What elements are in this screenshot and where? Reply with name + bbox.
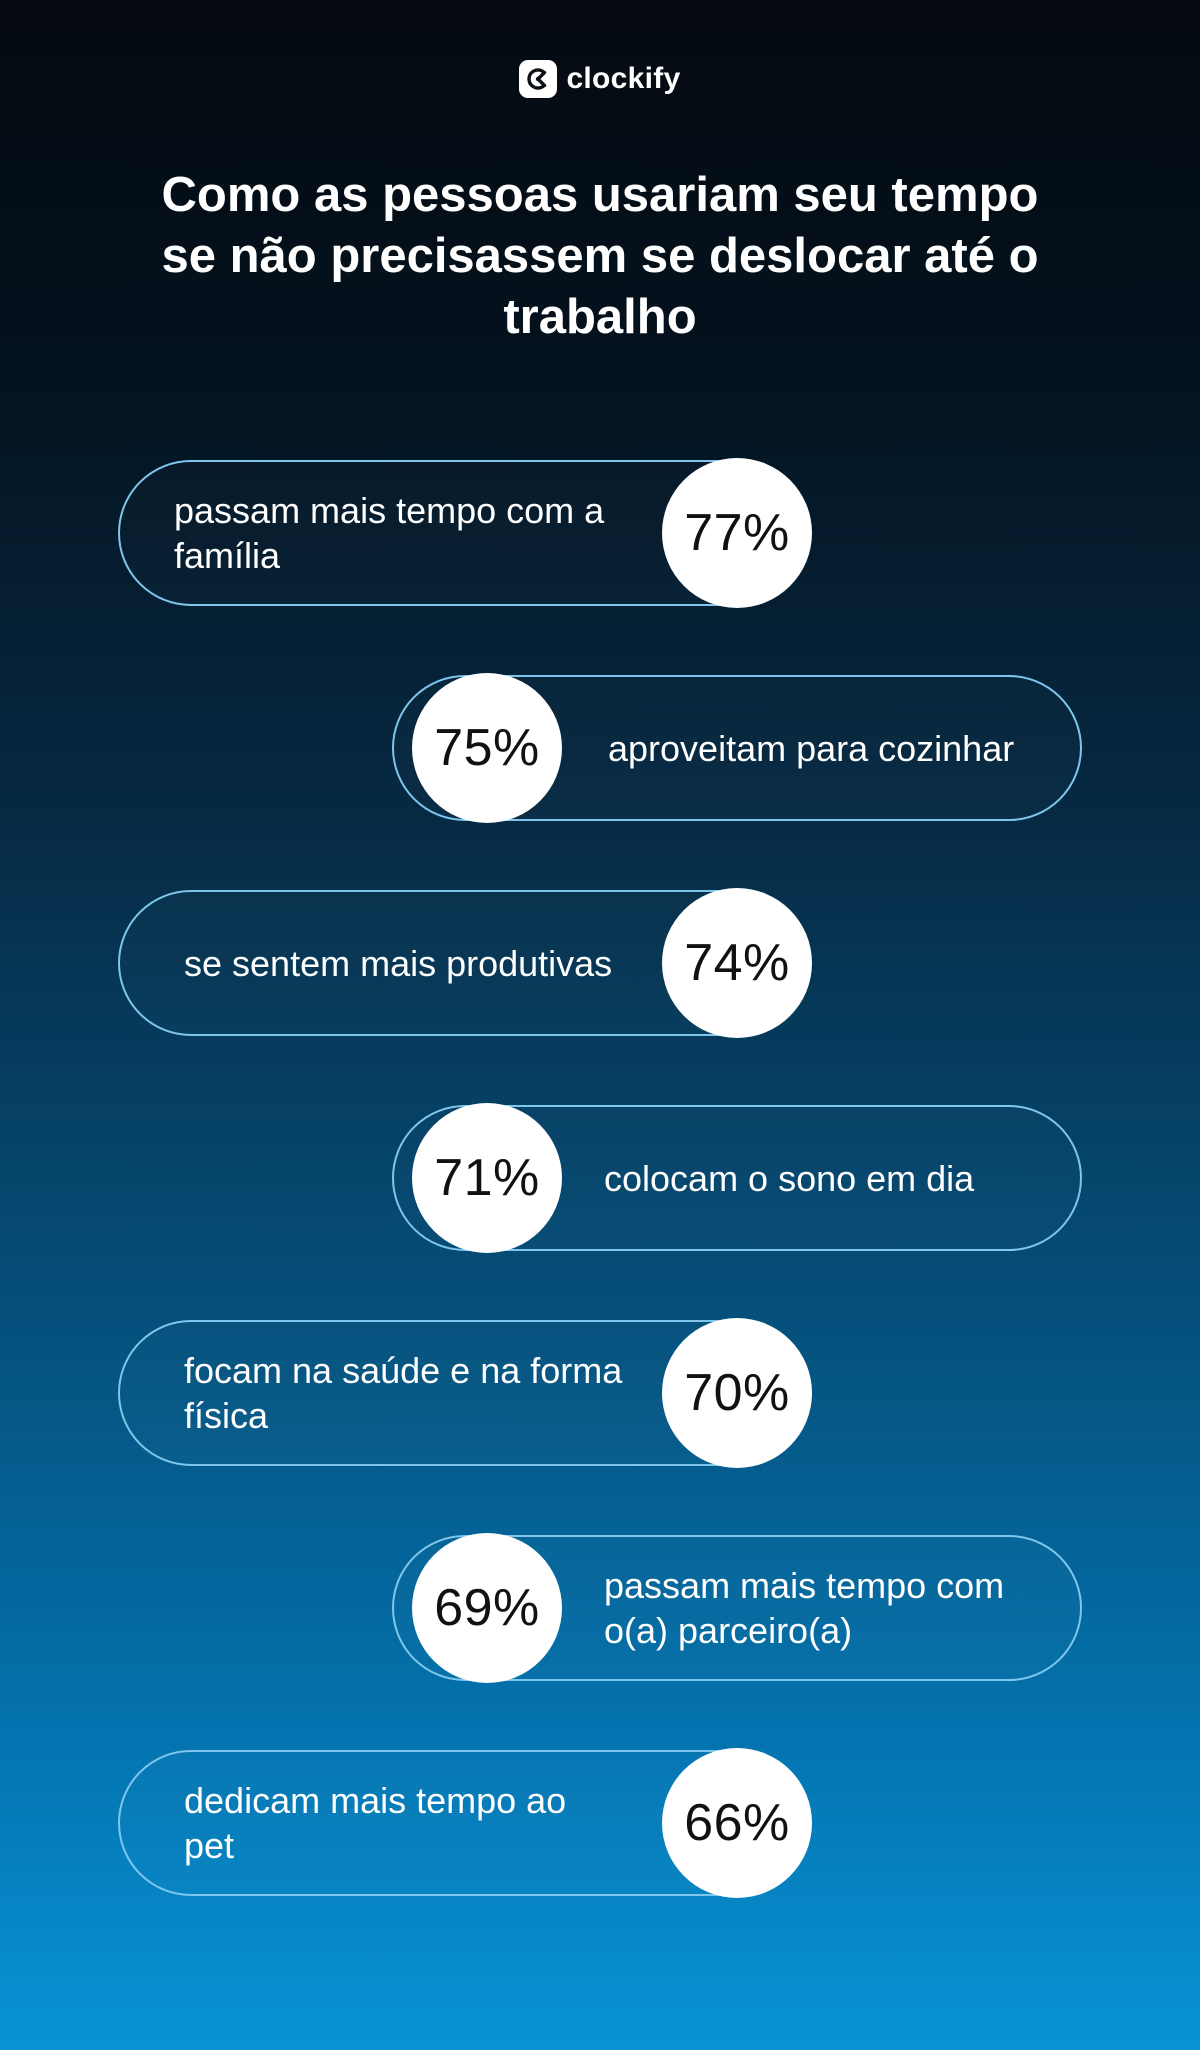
stat-label: se sentem mais produtivas (184, 942, 613, 984)
stat-label: aproveitam para cozinhar (608, 727, 1015, 769)
brand-name: clockify (566, 62, 681, 95)
stat-item-productive: se sentem mais produtivas 74% (118, 888, 1072, 1040)
stat-label: focam na saúde e na forma física (184, 1350, 623, 1436)
stat-label: dedicam mais tempo ao pet (184, 1780, 567, 1866)
clockify-logo-icon (519, 60, 558, 98)
stat-pill (392, 1535, 1082, 1681)
stat-item-family: passam mais tempo com a família 77% (118, 458, 1072, 610)
stat-percent-badge: 66% (662, 1748, 812, 1898)
stat-item-partner: 69% passam mais tempo com o(a) parceiro(… (128, 1533, 1082, 1685)
stat-percent-badge: 77% (662, 458, 812, 608)
stat-item-pet: dedicam mais tempo ao pet 66% (118, 1748, 1072, 1900)
stat-percent-badge: 69% (412, 1533, 562, 1683)
stat-percent-badge: 75% (412, 673, 562, 823)
stat-label: passam mais tempo com o(a) parceiro(a) (604, 1565, 1005, 1651)
stat-label: passam mais tempo com a família (174, 490, 605, 576)
brand-logo: clockify (0, 60, 1200, 98)
stat-percent-badge: 70% (662, 1318, 812, 1468)
stat-item-health: focam na saúde e na forma física 70% (118, 1318, 1072, 1470)
stat-label: colocam o sono em dia (604, 1157, 975, 1199)
stat-pill (392, 675, 1082, 821)
stat-percent-badge: 74% (662, 888, 812, 1038)
stat-percent-badge: 71% (412, 1103, 562, 1253)
page-title: Como as pessoas usariam seu tempo se não… (161, 168, 1039, 344)
stat-item-sleep: 71% colocam o sono em dia (128, 1103, 1082, 1255)
stat-item-cooking: 75% aproveitam para cozinhar (128, 673, 1082, 825)
stat-pill (392, 1105, 1082, 1251)
